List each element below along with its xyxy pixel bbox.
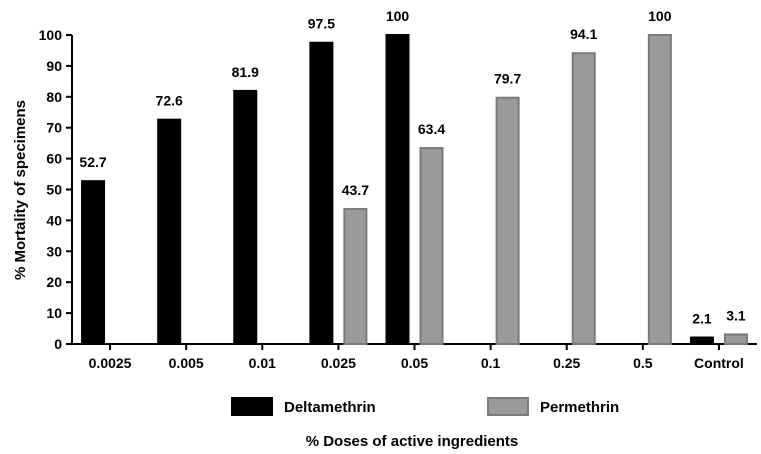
- y-tick-label: 30: [46, 243, 62, 259]
- y-tick-label: 60: [46, 151, 62, 167]
- bar-deltamethrin-0.05: [385, 34, 410, 345]
- data-labels: 52.7 72.6 81.9 97.5 43.7 100 63.4 79.7 94.1 100 2.…: [79, 8, 745, 327]
- x-axis-title: % Doses of active ingredients: [306, 433, 519, 450]
- bar-deltamethrin-0.025: [309, 41, 334, 345]
- bar-permethrin-0.25: [571, 52, 596, 346]
- x-tick-label: 0.025: [321, 355, 356, 371]
- y-axis-title: % Mortality of specimens: [12, 100, 29, 280]
- data-label-permethrin-0.25: 94.1: [570, 26, 597, 42]
- x-tick-label: Control: [694, 355, 744, 371]
- bar-deltamethrin-0.005: [157, 118, 182, 345]
- x-tick-label: 0.0025: [89, 355, 132, 371]
- x-tick-label: 0.25: [553, 355, 580, 371]
- data-label-deltamethrin-0.0025: 52.7: [79, 154, 106, 170]
- legend-swatch-deltamethrin: [231, 397, 273, 416]
- data-label-permethrin-0.025: 43.7: [342, 182, 369, 198]
- x-tick-label: 0.01: [249, 355, 276, 371]
- data-label-deltamethrin-0.05: 100: [386, 8, 410, 24]
- y-tick-label: 50: [46, 182, 62, 198]
- x-tick-label: 0.1: [481, 355, 501, 371]
- x-tick-label: 0.05: [401, 355, 428, 371]
- y-axis: 0 10 20 30 40 50 60 70 80 90 100: [39, 27, 73, 352]
- bar-permethrin-0.1: [495, 96, 520, 345]
- bar-permethrin-0.05: [419, 147, 444, 345]
- legend-label-permethrin: Permethrin: [540, 399, 619, 416]
- y-tick-label: 40: [46, 212, 62, 228]
- y-tick-label: 80: [46, 89, 62, 105]
- y-tick-label: 10: [46, 305, 62, 321]
- legend: Deltamethrin Permethrin: [231, 397, 619, 416]
- bars: [81, 34, 748, 346]
- y-tick-label: 90: [46, 58, 62, 74]
- y-tick-label: 20: [46, 274, 62, 290]
- data-label-deltamethrin-0.005: 72.6: [156, 93, 183, 109]
- y-tick-label: 100: [39, 27, 63, 43]
- x-tick-label: 0.5: [633, 355, 653, 371]
- legend-swatch-permethrin: [487, 397, 529, 416]
- data-label-permethrin-0.1: 79.7: [494, 71, 521, 87]
- bar-permethrin-0.5: [647, 34, 672, 345]
- bar-deltamethrin-control: [689, 336, 714, 345]
- bar-deltamethrin-0.01: [233, 89, 258, 345]
- data-label-deltamethrin-control: 2.1: [692, 311, 712, 327]
- y-tick-label: 0: [54, 336, 62, 352]
- data-label-permethrin-control: 3.1: [726, 307, 746, 323]
- data-label-permethrin-0.5: 100: [648, 8, 672, 24]
- y-tick-label: 70: [46, 120, 62, 136]
- bar-permethrin-0.025: [343, 207, 368, 345]
- bar-deltamethrin-0.0025: [81, 180, 106, 345]
- legend-label-deltamethrin: Deltamethrin: [284, 399, 376, 416]
- x-tick-label: 0.005: [169, 355, 204, 371]
- bar-permethrin-control: [723, 333, 748, 345]
- data-label-deltamethrin-0.01: 81.9: [232, 64, 259, 80]
- x-axis: 0.0025 0.005 0.01 0.025 0.05 0.1 0.25 0.5 Contro…: [72, 343, 757, 371]
- data-label-deltamethrin-0.025: 97.5: [308, 16, 335, 32]
- data-label-permethrin-0.05: 63.4: [418, 121, 445, 137]
